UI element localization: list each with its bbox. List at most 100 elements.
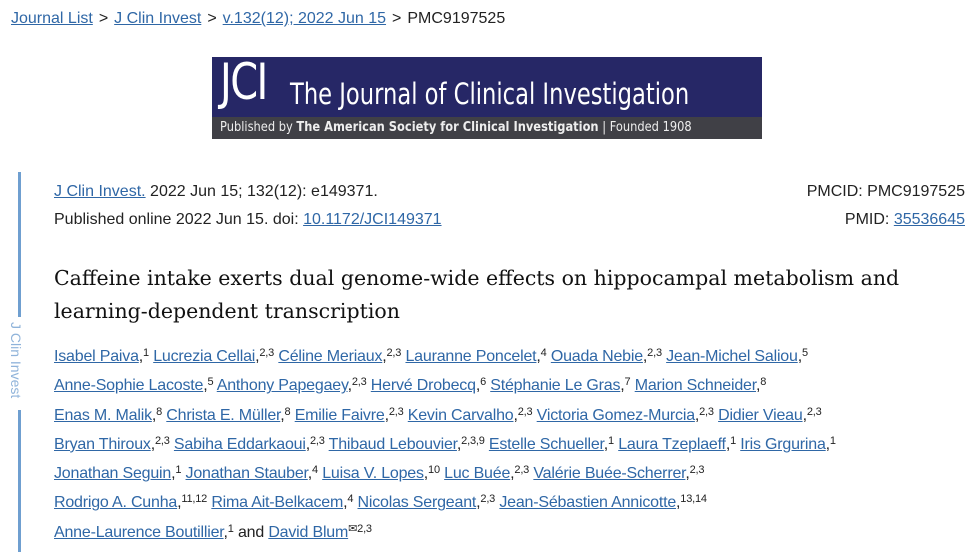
breadcrumb-separator: > [207, 10, 217, 27]
sidebar-journal-label: J Clin Invest [8, 322, 24, 399]
author-link[interactable]: Lauranne Poncelet [405, 348, 537, 365]
author-affiliation[interactable]: 2,3 [514, 464, 530, 477]
publisher-prefix: Published by [220, 120, 293, 135]
author-row: Bryan Thiroux,2,3 Sabiha Eddarkaoui,2,3 … [54, 434, 836, 453]
author-affiliation[interactable]: 7 [624, 376, 631, 389]
author-link[interactable]: Estelle Schueller [488, 435, 604, 453]
author-affiliation[interactable]: 2,3 [259, 347, 275, 359]
author-affiliation[interactable]: 13,14 [680, 493, 707, 506]
logo-publisher-bar: Published by The American Society for Cl… [212, 117, 762, 139]
citation: J Clin Invest. 2022 Jun 15; 132(12): e14… [54, 178, 442, 234]
author-link[interactable]: Stéphanie Le Gras [490, 377, 621, 395]
author-affiliation[interactable]: 8 [156, 405, 163, 418]
breadcrumb-item: PMC9197525 [407, 10, 506, 27]
author-link[interactable]: Luisa V. Lopes [322, 465, 424, 483]
author-affiliation[interactable]: ✉2,3 [348, 522, 372, 535]
author-link[interactable]: Jonathan Seguin [54, 465, 172, 483]
author-affiliation[interactable]: 2,3 [309, 434, 325, 447]
author-affiliation[interactable]: 2,3 [699, 405, 714, 418]
author-affiliation[interactable]: 2,3 [154, 434, 170, 447]
author-link[interactable]: Anne-Laurence Boutillier [54, 523, 224, 541]
breadcrumb-separator: > [392, 10, 402, 27]
author-link[interactable]: Anthony Papegaey [216, 377, 348, 395]
author-link[interactable]: Iris Grgurina [740, 435, 826, 453]
author-affiliation[interactable]: 2,3 [480, 493, 496, 506]
author-affiliation[interactable]: 8 [284, 405, 291, 418]
citation-details: 2022 Jun 15; 132(12): e149371. [145, 183, 378, 200]
author-link[interactable]: Jean-Michel Saliou [666, 348, 798, 365]
author-affiliation[interactable]: 2,3 [517, 405, 533, 418]
author-link[interactable]: Jean-Sébastien Annicotte [499, 494, 677, 512]
author-link[interactable]: Luc Buée [444, 465, 511, 483]
author-row: Isabel Paiva,1 Lucrezia Cellai,2,3 Célin… [54, 347, 808, 365]
pmid-link[interactable]: 35536645 [893, 211, 965, 228]
author-link[interactable]: Victoria Gomez-Murcia [536, 406, 695, 424]
author-link[interactable]: Enas M. Malik [54, 406, 152, 424]
author-link[interactable]: Jonathan Stauber [185, 465, 308, 483]
author-link[interactable]: Kevin Carvalho [407, 406, 514, 424]
author-link[interactable]: Rodrigo A. Cunha [54, 494, 178, 512]
breadcrumb-item[interactable]: J Clin Invest [114, 10, 202, 27]
author-affiliation[interactable]: 2,3 [806, 405, 822, 418]
author-affiliation[interactable]: 5 [207, 376, 214, 389]
author-link[interactable]: Emilie Faivre [294, 406, 385, 424]
sidebar-line [18, 172, 21, 317]
author-affiliation[interactable]: 2,3 [647, 347, 662, 359]
article-ids: PMCID: PMC9197525 PMID: 35536645 [807, 178, 965, 234]
author-affiliation[interactable]: 4 [312, 464, 318, 477]
breadcrumb-item[interactable]: Journal List [11, 10, 93, 27]
author-affiliation[interactable]: 1 [608, 434, 614, 447]
author-link[interactable]: Ouada Nebie [550, 348, 643, 365]
author-affiliation[interactable]: 2,3 [351, 376, 367, 389]
author-affiliation[interactable]: 2,3 [689, 464, 705, 477]
author-list: Isabel Paiva,1 Lucrezia Cellai,2,3 Célin… [54, 342, 836, 547]
doi-link[interactable]: 10.1172/JCI149371 [303, 211, 442, 228]
author-link[interactable]: Isabel Paiva [54, 348, 139, 365]
author-link[interactable]: Hervé Drobecq [370, 377, 476, 395]
author-conjunction: and [237, 523, 265, 541]
author-link[interactable]: Laura Tzeplaeff [618, 435, 726, 453]
author-link[interactable]: Lucrezia Cellai [153, 348, 256, 365]
author-link[interactable]: Bryan Thiroux [54, 435, 151, 453]
author-link[interactable]: Rima Ait-Belkacem [211, 494, 344, 512]
author-link[interactable]: Valérie Buée-Scherrer [533, 465, 686, 483]
author-row: Rodrigo A. Cunha,11,12 Rima Ait-Belkacem… [54, 493, 707, 512]
author-link[interactable]: Anne-Sophie Lacoste [54, 377, 204, 395]
author-affiliation[interactable]: 10 [428, 464, 440, 477]
author-row: Jonathan Seguin,1 Jonathan Stauber,4 Lui… [54, 464, 705, 483]
author-affiliation[interactable]: 1 [829, 434, 836, 447]
breadcrumb-separator: > [98, 10, 109, 27]
author-affiliation[interactable]: 6 [480, 376, 486, 389]
author-affiliation[interactable]: 1 [143, 347, 149, 359]
logo-abbr: JCI [220, 53, 268, 111]
author-link[interactable]: Marion Schneider [634, 377, 757, 395]
author-affiliation[interactable]: 1 [227, 522, 234, 535]
author-affiliation[interactable]: 2,3 [388, 405, 404, 418]
author-affiliation[interactable]: 2,3 [386, 347, 402, 359]
publisher-name: The American Society for Clinical Invest… [296, 120, 599, 135]
pmcid: PMCID: PMC9197525 [806, 183, 965, 200]
author-affiliation[interactable]: 1 [175, 464, 182, 477]
author-link[interactable]: Céline Meriaux [278, 348, 383, 365]
author-link[interactable]: Thibaud Lebouvier [328, 435, 457, 453]
author-link[interactable]: Didier Vieau [718, 406, 803, 424]
journal-link[interactable]: J Clin Invest. [54, 183, 146, 200]
author-link[interactable]: Christa E. Müller [166, 406, 281, 424]
author-row: Anne-Sophie Lacoste,5 Anthony Papegaey,2… [54, 376, 767, 395]
author-affiliation[interactable]: 11,12 [181, 493, 208, 506]
author-affiliation[interactable]: 1 [730, 434, 736, 447]
author-affiliation[interactable]: 4 [347, 493, 354, 506]
breadcrumb: Journal List > J Clin Invest > v.132(12); 20… [11, 10, 505, 28]
published-text: Published online 2022 Jun 15. doi: [54, 211, 304, 228]
journal-logo[interactable]: JCI The Journal of Clinical Investigatio… [212, 53, 762, 139]
pmid-label: PMID: [844, 211, 894, 228]
author-link[interactable]: Nicolas Sergeant [357, 494, 477, 512]
author-affiliation[interactable]: 8 [760, 376, 767, 389]
author-affiliation[interactable]: 4 [540, 347, 547, 359]
author-affiliation[interactable]: 2,3,9 [461, 434, 485, 447]
author-affiliation[interactable]: 5 [801, 347, 808, 359]
author-row: Anne-Laurence Boutillier,1 and David Blu… [54, 522, 372, 541]
author-link[interactable]: David Blum [268, 523, 349, 541]
breadcrumb-item[interactable]: v.132(12); 2022 Jun 15 [222, 10, 387, 27]
author-link[interactable]: Sabiha Eddarkaoui [173, 435, 306, 453]
